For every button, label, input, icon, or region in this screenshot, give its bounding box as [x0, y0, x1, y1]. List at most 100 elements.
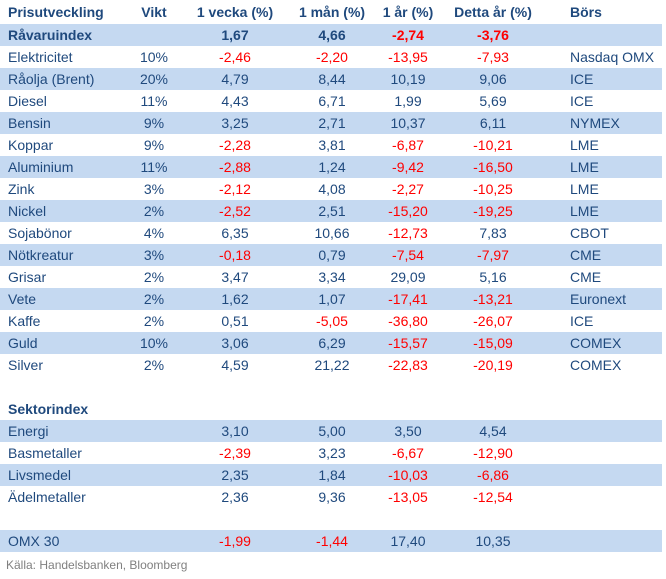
label-cell: Diesel — [8, 93, 47, 109]
table-row: Zink 3% -2,12 4,08 -2,27 -10,25 LME — [0, 178, 662, 200]
label-cell: Råolja (Brent) — [8, 71, 95, 87]
commodity-price-table: Prisutveckling Vikt 1 vecka (%) 1 mån (%… — [0, 0, 666, 552]
week-cell: 1,62 — [221, 291, 249, 307]
exchange-cell: CME — [570, 269, 602, 285]
ytd-cell: -13,21 — [473, 291, 513, 307]
month-cell: 1,24 — [318, 159, 346, 175]
week-cell: 2,35 — [221, 467, 249, 483]
month-cell: 3,81 — [318, 137, 346, 153]
column-header-1-man: 1 mån (%) — [298, 4, 366, 20]
year-cell: 1,99 — [394, 93, 422, 109]
weight-cell: 2% — [143, 291, 165, 307]
commodity-table-body: Råvaruindex 1,67 4,66 -2,74 -3,76 Elektricite… — [0, 24, 666, 552]
column-header-1-vecka: 1 vecka (%) — [196, 4, 274, 20]
year-cell: -17,41 — [388, 291, 428, 307]
table-row: Energi 3,10 5,00 3,50 4,54 — [0, 420, 662, 442]
label-cell: Koppar — [8, 137, 54, 153]
label-cell: Sektorindex — [8, 401, 89, 417]
column-header-detta-ar: Detta år (%) — [454, 4, 532, 20]
label-cell: Vete — [8, 291, 37, 307]
ytd-cell: 5,16 — [479, 269, 507, 285]
week-cell: -2,52 — [219, 203, 251, 219]
exchange-cell: CME — [570, 247, 602, 263]
year-cell: -15,57 — [388, 335, 428, 351]
month-cell: 4,08 — [318, 181, 346, 197]
year-cell: -2,74 — [392, 27, 424, 43]
label-cell: OMX 30 — [8, 533, 60, 549]
table-row: Elektricitet 10% -2,46 -2,20 -13,95 -7,93 Nasd… — [0, 46, 662, 68]
column-header-1-ar: 1 år (%) — [382, 4, 434, 20]
month-cell: 1,07 — [318, 291, 346, 307]
ytd-cell: -10,21 — [473, 137, 513, 153]
label-cell: Zink — [8, 181, 35, 197]
weight-cell: 4% — [143, 225, 165, 241]
ytd-cell: 4,54 — [479, 423, 507, 439]
week-cell: 6,35 — [221, 225, 249, 241]
label-cell: Energi — [8, 423, 49, 439]
table-row: Råvaruindex 1,67 4,66 -2,74 -3,76 — [0, 24, 662, 46]
week-cell: 1,67 — [221, 27, 249, 43]
column-header-prisutveckling: Prisutveckling — [8, 4, 104, 20]
year-cell: -12,73 — [388, 225, 428, 241]
ytd-cell: -10,25 — [473, 181, 513, 197]
ytd-cell: 10,35 — [475, 533, 511, 549]
source-note: Källa: Handelsbanken, Bloomberg — [6, 558, 188, 572]
week-cell: -1,99 — [219, 533, 251, 549]
ytd-cell: -3,76 — [477, 27, 509, 43]
weight-cell: 10% — [139, 49, 169, 65]
table-row: Bensin 9% 3,25 2,71 10,37 6,11 NYMEX — [0, 112, 662, 134]
label-cell: Ädelmetaller — [8, 489, 86, 505]
month-cell: 4,66 — [318, 27, 346, 43]
ytd-cell: -26,07 — [473, 313, 513, 329]
label-cell: Kaffe — [8, 313, 41, 329]
label-cell: Guld — [8, 335, 38, 351]
month-cell: 0,79 — [318, 247, 346, 263]
year-cell: 29,09 — [390, 269, 426, 285]
week-cell: -2,46 — [219, 49, 251, 65]
exchange-cell: NYMEX — [570, 115, 620, 131]
weight-cell: 20% — [139, 71, 169, 87]
ytd-cell: 6,11 — [479, 115, 507, 131]
spacer-row — [0, 508, 662, 530]
exchange-cell: LME — [570, 181, 599, 197]
table-row: Livsmedel 2,35 1,84 -10,03 -6,86 — [0, 464, 662, 486]
exchange-cell: LME — [570, 137, 599, 153]
weight-cell: 11% — [140, 93, 168, 109]
table-row: Råolja (Brent) 20% 4,79 8,44 10,19 9,06 ICE — [0, 68, 662, 90]
exchange-cell: ICE — [570, 313, 594, 329]
exchange-cell: Nasdaq OMX — [570, 49, 655, 65]
year-cell: -10,03 — [388, 467, 428, 483]
ytd-cell: -12,54 — [473, 489, 513, 505]
ytd-cell: -7,97 — [477, 247, 509, 263]
table-row: Guld 10% 3,06 6,29 -15,57 -15,09 COMEX — [0, 332, 662, 354]
month-cell: -5,05 — [316, 313, 348, 329]
weight-cell: 3% — [143, 247, 165, 263]
exchange-cell: ICE — [570, 93, 594, 109]
exchange-cell: LME — [570, 159, 599, 175]
label-cell: Nötkreatur — [8, 247, 74, 263]
weight-cell: 9% — [143, 137, 165, 153]
week-cell: -0,18 — [219, 247, 251, 263]
week-cell: -2,88 — [219, 159, 251, 175]
table-row: OMX 30 -1,99 -1,44 17,40 10,35 — [0, 530, 662, 552]
weight-cell: 9% — [143, 115, 165, 131]
week-cell: 0,51 — [221, 313, 249, 329]
month-cell: 5,00 — [318, 423, 346, 439]
label-cell: Elektricitet — [8, 49, 73, 65]
week-cell: 3,06 — [221, 335, 249, 351]
label-cell: Basmetaller — [8, 445, 82, 461]
table-row: Ädelmetaller 2,36 9,36 -13,05 -12,54 — [0, 486, 662, 508]
week-cell: 3,10 — [221, 423, 249, 439]
exchange-cell: LME — [570, 203, 599, 219]
week-cell: 4,79 — [221, 71, 249, 87]
month-cell: 3,34 — [318, 269, 346, 285]
year-cell: 17,40 — [390, 533, 426, 549]
table-header-row: Prisutveckling Vikt 1 vecka (%) 1 mån (%… — [0, 0, 662, 24]
month-cell: 21,22 — [314, 357, 350, 373]
year-cell: -22,83 — [388, 357, 428, 373]
ytd-cell: -16,50 — [473, 159, 513, 175]
year-cell: -13,95 — [388, 49, 428, 65]
label-cell: Silver — [8, 357, 44, 373]
ytd-cell: -15,09 — [473, 335, 513, 351]
table-row: Sektorindex — [0, 398, 662, 420]
